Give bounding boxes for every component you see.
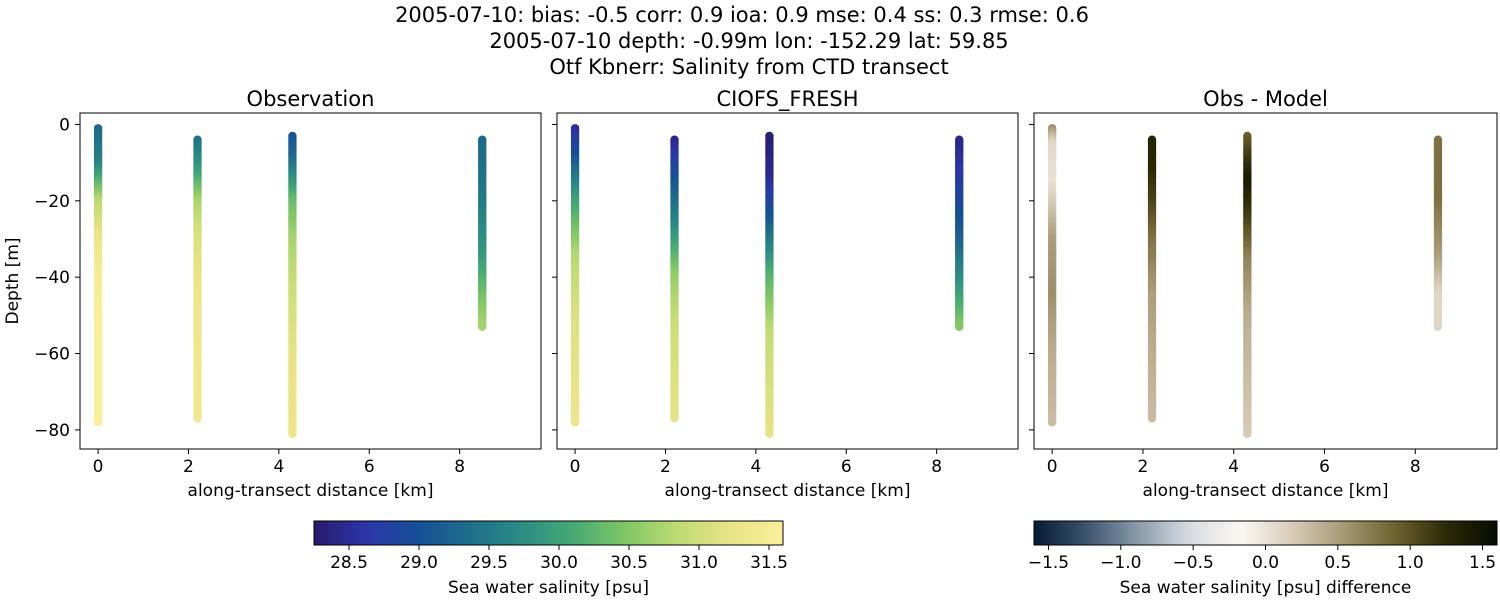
data-point — [955, 322, 964, 332]
x-tick-label: 8 — [454, 457, 465, 477]
colorbar-tick-label: 29.5 — [470, 553, 508, 573]
x-axis-label: along-transect distance [km] — [665, 481, 911, 501]
x-tick-label: 0 — [570, 457, 581, 477]
x-tick-label: 4 — [750, 457, 761, 477]
colorbar-tick-label: 30.0 — [540, 553, 578, 573]
x-tick-label: 4 — [273, 457, 284, 477]
x-tick-label: 8 — [931, 457, 942, 477]
x-tick-label: 6 — [841, 457, 852, 477]
panel-title: Observation — [247, 87, 375, 111]
panel-1: Observation 0 2 4 6 8 0 −20 −40 −60 −80 along-trans… — [3, 87, 542, 501]
x-tick-label: 0 — [1047, 457, 1058, 477]
data-point — [570, 418, 580, 427]
y-axis-label: Depth [m] — [3, 237, 23, 324]
figure-title-line-3: Otf Kbnerr: Salinity from CTD transect — [549, 55, 948, 79]
profile-4 — [955, 135, 964, 332]
data-point — [670, 414, 679, 423]
salinity-colorbar: 28.5 29.0 29.5 30.0 30.5 31.0 31.5 Sea water sa… — [313, 520, 788, 598]
data-point — [1243, 429, 1252, 438]
colorbar-tick-label: −1.0 — [1100, 553, 1141, 573]
panel-title: CIOFS_FRESH — [717, 87, 859, 112]
profile-4 — [1433, 135, 1443, 332]
x-tick-label: 2 — [660, 457, 671, 477]
plot-frame — [556, 112, 1019, 450]
colorbar-tick-label: 31.5 — [750, 553, 788, 573]
difference-colorbar: −1.5 −1.0 −0.5 0.0 0.5 1.0 1.5 Sea water salini… — [1028, 520, 1498, 598]
data-point — [1047, 418, 1057, 427]
x-tick-label: 6 — [364, 457, 375, 477]
profile-1 — [570, 124, 580, 427]
data-point — [93, 418, 103, 427]
x-tick-label: 2 — [1138, 457, 1149, 477]
x-tick-label: 4 — [1228, 457, 1239, 477]
data-point — [288, 429, 297, 438]
panel-3: Obs - Model 0 2 4 6 8 along-transect distance … — [1029, 87, 1498, 501]
profile-1 — [93, 124, 103, 427]
profile-3 — [765, 131, 774, 438]
x-axis-label: along-transect distance [km] — [188, 481, 434, 501]
colorbar-gradient — [1033, 520, 1498, 546]
profile-1 — [1047, 124, 1057, 427]
profile-3 — [1243, 131, 1252, 438]
colorbar-tick-label: −1.5 — [1028, 553, 1069, 573]
figure-title-line-1: 2005-07-10: bias: -0.5 corr: 0.9 ioa: 0.… — [395, 3, 1089, 27]
x-tick-label: 2 — [183, 457, 194, 477]
colorbar-tick-label: 31.0 — [680, 553, 718, 573]
colorbar-tick-label: 0.5 — [1324, 553, 1351, 573]
colorbar-tick-label: 0.0 — [1252, 553, 1279, 573]
profile-3 — [288, 131, 297, 438]
y-tick-label: −80 — [34, 421, 70, 441]
profile-2 — [1147, 135, 1157, 423]
data-point — [193, 414, 202, 423]
y-tick-label: 0 — [59, 115, 70, 135]
panel-title: Obs - Model — [1203, 87, 1328, 111]
figure-title-line-2: 2005-07-10 depth: -0.99m lon: -152.29 la… — [489, 29, 1008, 53]
data-point — [1433, 322, 1443, 332]
panel-2: CIOFS_FRESH 0 2 4 6 8 along-transect distance … — [552, 87, 1019, 501]
colorbar-tick-label: 28.5 — [330, 553, 368, 573]
colorbar-tick-label: 29.0 — [400, 553, 438, 573]
x-tick-label: 8 — [1410, 457, 1421, 477]
colorbar-tick-label: 30.5 — [610, 553, 648, 573]
y-tick-label: −40 — [34, 268, 70, 288]
colorbar-label: Sea water salinity [psu] — [448, 578, 649, 598]
data-point — [765, 429, 774, 438]
x-axis-label: along-transect distance [km] — [1143, 481, 1389, 501]
x-tick-label: 6 — [1319, 457, 1330, 477]
colorbar-tick-label: 1.5 — [1469, 553, 1496, 573]
profile-4 — [478, 135, 487, 332]
panels: Observation 0 2 4 6 8 0 −20 −40 −60 −80 along-trans… — [3, 87, 1498, 501]
data-point — [478, 322, 487, 332]
profile-2 — [670, 135, 679, 423]
colorbar-gradient — [313, 520, 784, 546]
plot-frame — [79, 112, 542, 450]
profile-2 — [193, 135, 202, 423]
colorbar-tick-label: 1.0 — [1397, 553, 1424, 573]
y-tick-label: −60 — [34, 345, 70, 365]
plot-frame — [1033, 112, 1498, 450]
data-point — [1147, 414, 1157, 423]
x-tick-label: 0 — [93, 457, 104, 477]
y-tick-label: −20 — [34, 192, 70, 212]
colorbars: 28.5 29.0 29.5 30.0 30.5 31.0 31.5 Sea water sa… — [313, 520, 1498, 598]
colorbar-label: Sea water salinity [psu] difference — [1120, 578, 1412, 598]
colorbar-tick-label: −0.5 — [1173, 553, 1214, 573]
